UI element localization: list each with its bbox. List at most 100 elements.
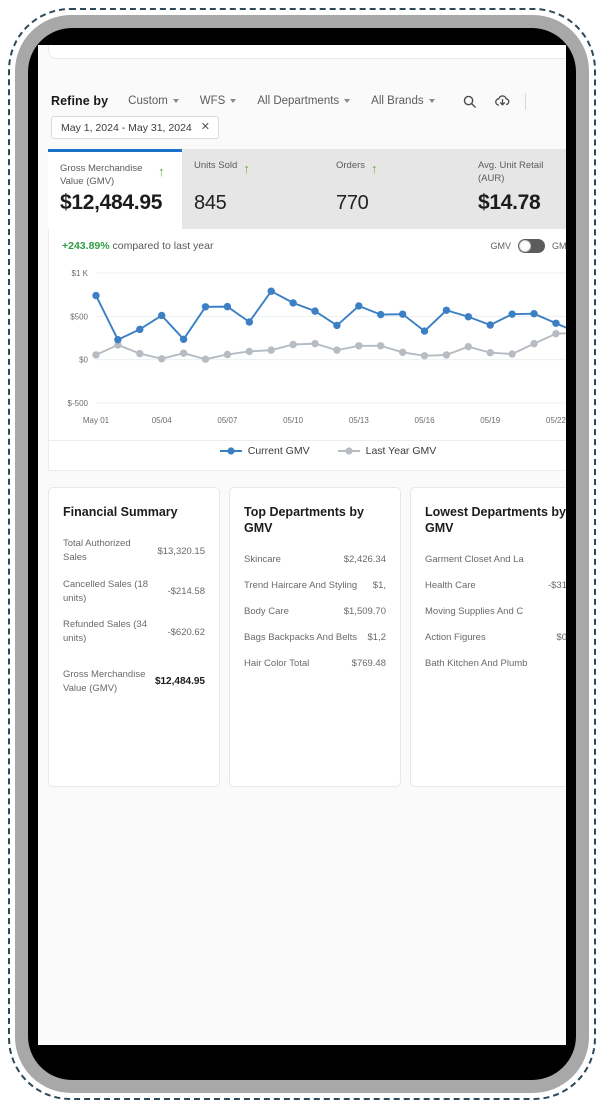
date-range-label: May 1, 2024 - May 31, 2024 [61, 121, 192, 134]
kpi-tab-gmv[interactable]: Gross Merchandise Value (GMV) ↑ $12,484.… [48, 149, 182, 229]
data-point-current-gmv [530, 310, 538, 318]
comparison-text: +243.89% compared to last year [62, 240, 213, 252]
kpi-tab-orders[interactable]: Orders ↑ 770 [324, 149, 466, 229]
data-point-current-gmv [377, 310, 385, 319]
row-value: $0 [556, 631, 566, 643]
data-point-current-gmv [442, 306, 451, 314]
kpi-units-sold-value: 845 [194, 192, 227, 214]
list-item: Moving Supplies And C [425, 606, 566, 617]
data-point-current-gmv [486, 321, 494, 329]
list-item: Garment Closet And La [425, 554, 566, 565]
data-point-last-year-gmv [267, 346, 275, 354]
data-point-current-gmv [223, 302, 232, 311]
top-departments-card: Top Departments by GMV Skincare $2,426.3… [229, 487, 401, 787]
list-item: Health Care -$31 [425, 580, 566, 591]
row-value: $12,484.95 [154, 676, 205, 688]
legend-item-last-year-gmv[interactable]: Last Year GMV [337, 445, 437, 457]
data-point-last-year-gmv [333, 346, 341, 354]
row-value: $1,509.70 [343, 605, 386, 617]
kpi-strip: Gross Merchandise Value (GMV) ↑ $12,484.… [48, 149, 566, 229]
data-point-last-year-gmv [179, 349, 188, 357]
date-range-chip[interactable]: May 1, 2024 - May 31, 2024 ✕ [51, 116, 219, 139]
legend-item-current-gmv[interactable]: Current GMV [219, 445, 310, 457]
y-axis-tick: $-500 [68, 399, 89, 408]
data-point-current-gmv [420, 327, 429, 335]
filter-departments[interactable]: All Departments [257, 95, 351, 107]
financial-summary-title: Financial Summary [63, 505, 178, 519]
kpi-tab-aur[interactable]: Avg. Unit Retail (AUR) $14.78 [466, 149, 566, 229]
toggle-right-label: GMV - Comm [552, 241, 566, 251]
data-point-current-gmv [289, 299, 297, 307]
cloud-download-icon[interactable] [494, 93, 511, 109]
chevron-down-icon [428, 99, 435, 103]
data-point-last-year-gmv [377, 342, 385, 350]
filter-brands[interactable]: All Brands [371, 95, 435, 107]
x-axis-tick: 05/22 [546, 416, 566, 425]
data-point-last-year-gmv [245, 347, 254, 356]
data-point-current-gmv [267, 287, 275, 295]
row-label: Skincare [244, 553, 281, 565]
data-point-last-year-gmv [486, 349, 494, 357]
row-label: Cancelled Sales (18 units) [63, 578, 149, 604]
legend-label-current-gmv: Current GMV [247, 445, 310, 457]
data-point-last-year-gmv [442, 351, 451, 359]
list-item: Skincare $2,426.34 [244, 554, 386, 565]
kpi-aur-value: $14.78 [478, 191, 541, 214]
data-point-current-gmv [158, 311, 166, 320]
chevron-down-icon [172, 99, 179, 103]
trend-up-icon: ↑ [158, 164, 165, 179]
row-value: $1,2 [367, 631, 387, 643]
x-axis-tick: 05/04 [152, 416, 173, 425]
y-axis-tick: $1 K [72, 269, 89, 278]
filter-brands-label: All Brands [371, 95, 424, 107]
data-point-last-year-gmv [136, 349, 144, 358]
data-point-current-gmv [201, 303, 210, 311]
device-body: Refine by Custom WFS All Departments All… [28, 28, 576, 1080]
kpi-units-sold-label: Units Sold [194, 160, 238, 171]
x-axis-tick: May 01 [83, 416, 110, 425]
data-point-last-year-gmv [464, 342, 473, 351]
kpi-orders-value: 770 [336, 192, 369, 214]
chevron-down-icon [230, 99, 237, 103]
row-label: Gross Merchandise Value (GMV) [63, 668, 146, 694]
data-point-last-year-gmv [311, 339, 319, 348]
toolbar-divider [524, 92, 526, 110]
close-icon[interactable]: ✕ [200, 121, 210, 133]
partial-card-above [48, 45, 566, 59]
data-point-current-gmv [464, 313, 473, 321]
data-point-current-gmv [333, 321, 341, 330]
gmv-commission-toggle[interactable] [518, 239, 545, 253]
list-item: Bath Kitchen And Plumb [425, 658, 566, 669]
x-axis-tick: 05/07 [217, 416, 238, 425]
legend-label-last-year-gmv: Last Year GMV [365, 445, 437, 457]
data-point-last-year-gmv [289, 340, 297, 349]
data-point-current-gmv [355, 302, 363, 310]
list-item: Total Authorized Sales $13,320.15 [63, 537, 205, 565]
row-label: Body Care [244, 605, 289, 617]
x-axis-tick: 05/16 [415, 416, 436, 425]
trend-up-icon: ↑ [243, 161, 250, 176]
kpi-tab-units-sold[interactable]: Units Sold ↑ 845 [182, 149, 324, 229]
row-label: Health Care [425, 579, 476, 591]
data-point-last-year-gmv [201, 355, 210, 363]
filter-custom-label: Custom [128, 95, 168, 107]
data-point-last-year-gmv [158, 355, 166, 363]
legend-marker-current [219, 447, 242, 455]
search-icon[interactable] [462, 94, 477, 109]
gmv-chart-card: +243.89% compared to last year GMV GMV -… [48, 229, 566, 441]
series-line-last-year-gmv [95, 332, 566, 361]
filter-custom[interactable]: Custom [128, 95, 179, 107]
x-axis-tick: 05/10 [283, 416, 304, 425]
data-point-current-gmv [508, 310, 516, 318]
filter-departments-label: All Departments [257, 95, 340, 107]
data-point-last-year-gmv [552, 329, 560, 338]
list-item: Cancelled Sales (18 units) -$214.58 [63, 578, 205, 606]
legend-marker-last-year [337, 447, 360, 455]
data-point-current-gmv [179, 335, 188, 343]
financial-summary-total: Gross Merchandise Value (GMV) $12,484.95 [63, 668, 205, 696]
series-line-current-gmv [95, 289, 566, 341]
filter-wfs[interactable]: WFS [200, 95, 237, 107]
y-axis-tick: $500 [70, 312, 88, 321]
y-axis-tick: $0 [79, 356, 88, 365]
device-screen: Refine by Custom WFS All Departments All… [38, 45, 566, 1045]
